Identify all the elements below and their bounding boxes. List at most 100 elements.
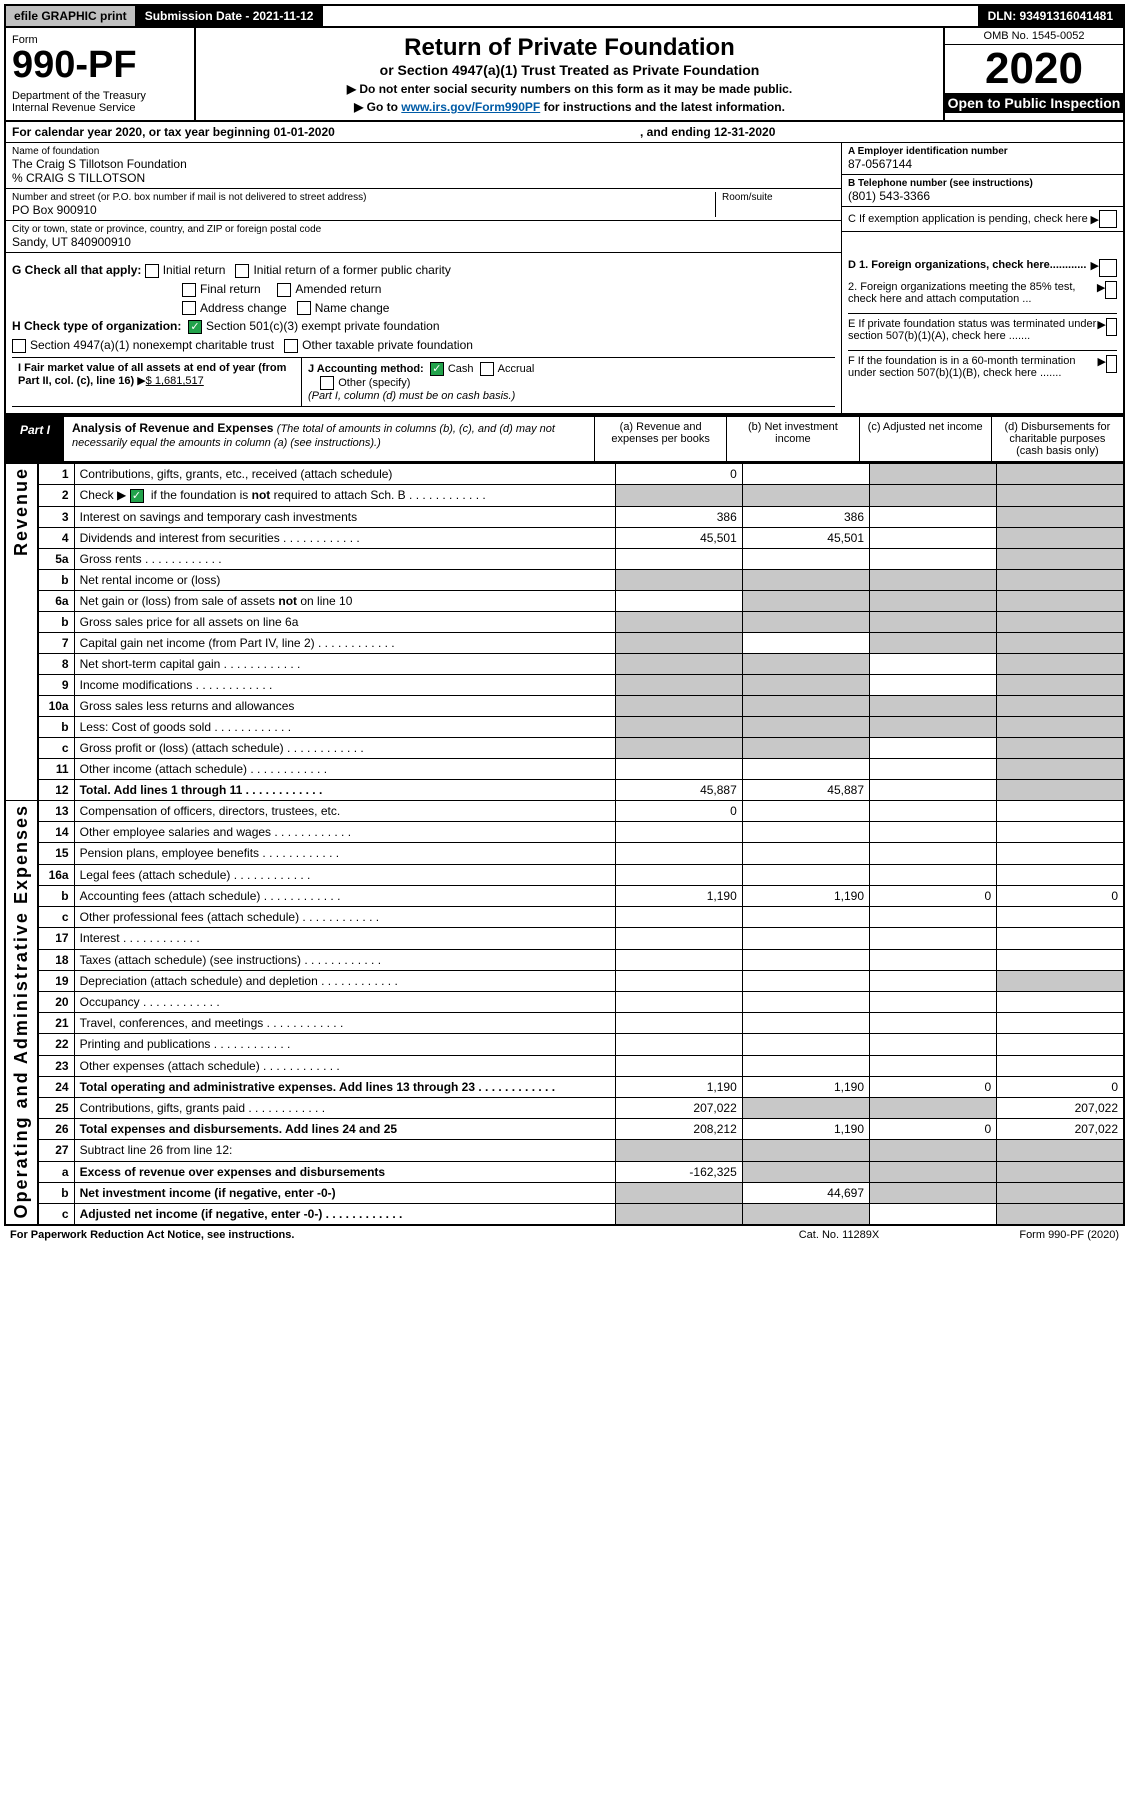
amount-cell: 0	[997, 885, 1124, 906]
table-row: bLess: Cost of goods sold	[5, 716, 1124, 737]
amount-cell	[615, 843, 742, 864]
line-label: Other income (attach schedule)	[74, 758, 615, 779]
table-row: 6aNet gain or (loss) from sale of assets…	[5, 590, 1124, 611]
opt-initial: Initial return	[163, 263, 226, 277]
amount-cell: 44,697	[742, 1182, 869, 1203]
amount-cell	[615, 1140, 742, 1161]
amount-cell	[997, 737, 1124, 758]
opt-amended: Amended return	[295, 282, 381, 296]
table-row: cAdjusted net income (if negative, enter…	[5, 1204, 1124, 1225]
cb-initial-return[interactable]	[145, 264, 159, 278]
c-label: C If exemption application is pending, c…	[848, 213, 1088, 225]
cb-cash[interactable]	[430, 362, 444, 376]
amount-cell	[615, 1055, 742, 1076]
d2-checkbox[interactable]	[1105, 281, 1117, 299]
cb-other-method[interactable]	[320, 376, 334, 390]
line-label: Total expenses and disbursements. Add li…	[74, 1119, 615, 1140]
amount-cell	[742, 970, 869, 991]
amount-cell: 45,501	[615, 527, 742, 548]
line-label: Printing and publications	[74, 1034, 615, 1055]
amount-cell	[997, 632, 1124, 653]
cb-addr-change[interactable]	[182, 301, 196, 315]
line-label: Gross sales price for all assets on line…	[74, 611, 615, 632]
cb-accrual[interactable]	[480, 362, 494, 376]
table-row: 19Depreciation (attach schedule) and dep…	[5, 970, 1124, 991]
cal-year-begin: For calendar year 2020, or tax year begi…	[12, 125, 640, 139]
cb-501c3[interactable]	[188, 320, 202, 334]
top-bar: efile GRAPHIC print Submission Date - 20…	[4, 4, 1125, 28]
telephone: (801) 543-3366	[848, 189, 1117, 203]
ein: 87-0567144	[848, 157, 1117, 171]
part-1-label: Part I	[6, 417, 64, 461]
amount-cell	[615, 653, 742, 674]
amount-cell	[615, 1013, 742, 1034]
amount-cell	[615, 632, 742, 653]
cb-amended[interactable]	[277, 283, 291, 297]
amount-cell	[615, 485, 742, 507]
c-checkbox[interactable]	[1099, 210, 1117, 228]
line-number: 12	[38, 779, 74, 800]
amount-cell	[997, 569, 1124, 590]
amount-cell	[742, 843, 869, 864]
line-number: c	[38, 1204, 74, 1225]
cb-final[interactable]	[182, 283, 196, 297]
part-1-header: Part I Analysis of Revenue and Expenses …	[4, 415, 1125, 463]
line-number: 27	[38, 1140, 74, 1161]
amount-cell	[997, 1055, 1124, 1076]
table-row: 7Capital gain net income (from Part IV, …	[5, 632, 1124, 653]
amount-cell	[997, 864, 1124, 885]
f-checkbox[interactable]	[1106, 355, 1117, 373]
line-number: 4	[38, 527, 74, 548]
amount-cell	[742, 907, 869, 928]
amount-cell	[870, 569, 997, 590]
e-label: E If private foundation status was termi…	[848, 318, 1097, 342]
i-value: $ 1,681,517	[146, 375, 204, 387]
j-other: Other (specify)	[338, 377, 410, 389]
line-number: 20	[38, 991, 74, 1012]
form-number: 990-PF	[12, 46, 188, 84]
form-subtitle: or Section 4947(a)(1) Trust Treated as P…	[202, 62, 937, 78]
line-label: Contributions, gifts, grants, etc., rece…	[74, 464, 615, 485]
opt-initial-public: Initial return of a former public charit…	[253, 263, 450, 277]
amount-cell	[870, 970, 997, 991]
line-number: 26	[38, 1119, 74, 1140]
instruction-1: ▶ Do not enter social security numbers o…	[202, 82, 937, 96]
cb-initial-public[interactable]	[235, 264, 249, 278]
table-row: 5aGross rents	[5, 548, 1124, 569]
amount-cell	[997, 758, 1124, 779]
amount-cell	[742, 1161, 869, 1182]
line-number: 8	[38, 653, 74, 674]
amount-cell	[615, 991, 742, 1012]
ein-label: A Employer identification number	[848, 146, 1117, 157]
opt-name: Name change	[315, 301, 390, 315]
city-state-zip: Sandy, UT 840900910	[12, 235, 835, 249]
d1-checkbox[interactable]	[1099, 259, 1117, 277]
table-row: cGross profit or (loss) (attach schedule…	[5, 737, 1124, 758]
cb-other-tax[interactable]	[284, 339, 298, 353]
amount-cell	[997, 928, 1124, 949]
table-row: 24Total operating and administrative exp…	[5, 1076, 1124, 1097]
line-number: b	[38, 1182, 74, 1203]
irs-link[interactable]: www.irs.gov/Form990PF	[401, 100, 540, 114]
cb-4947[interactable]	[12, 339, 26, 353]
line-number: 7	[38, 632, 74, 653]
cb-sch-b[interactable]	[130, 489, 144, 503]
efile-print-button[interactable]: efile GRAPHIC print	[6, 6, 135, 26]
amount-cell: 0	[615, 800, 742, 821]
amount-cell	[742, 1013, 869, 1034]
table-row: 2Check ▶ if the foundation is not requir…	[5, 485, 1124, 507]
amount-cell	[870, 991, 997, 1012]
amount-cell	[870, 779, 997, 800]
amount-cell	[615, 949, 742, 970]
amount-cell	[742, 674, 869, 695]
cb-name-change[interactable]	[297, 301, 311, 315]
amount-cell	[615, 611, 742, 632]
amount-cell	[742, 716, 869, 737]
amount-cell	[997, 970, 1124, 991]
e-checkbox[interactable]	[1106, 318, 1117, 336]
table-row: 15Pension plans, employee benefits	[5, 843, 1124, 864]
name-label: Name of foundation	[12, 146, 835, 157]
amount-cell	[742, 548, 869, 569]
line-label: Interest on savings and temporary cash i…	[74, 506, 615, 527]
amount-cell	[870, 527, 997, 548]
